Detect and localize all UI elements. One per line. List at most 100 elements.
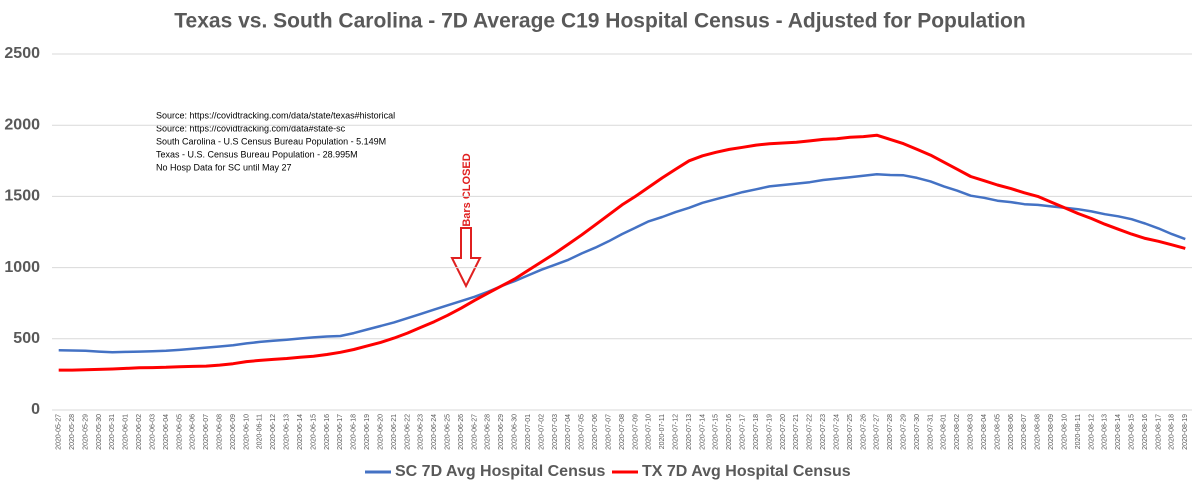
x-tick-label: 2020-06-12 <box>270 414 277 450</box>
x-tick-label: 2020-05-28 <box>69 414 76 450</box>
x-tick-label: 2020-07-03 <box>552 414 559 450</box>
x-tick-label: 2020-08-17 <box>1155 414 1162 450</box>
x-tick-label: 2020-08-18 <box>1169 414 1176 450</box>
x-tick-label: 2020-06-05 <box>176 414 183 450</box>
y-tick-label: 500 <box>13 330 40 347</box>
x-tick-label: 2020-06-14 <box>297 414 304 450</box>
x-tick-label: 2020-08-09 <box>1048 414 1055 450</box>
annotation: No Hosp Data for SC until May 27 <box>156 162 292 172</box>
legend-label: SC 7D Avg Hospital Census <box>395 463 606 480</box>
x-tick-label: 2020-07-12 <box>672 414 679 450</box>
x-tick-label: 2020-07-06 <box>592 414 599 450</box>
x-tick-label: 2020-06-07 <box>203 414 210 450</box>
x-tick-label: 2020-08-15 <box>1128 414 1135 450</box>
x-tick-label: 2020-06-18 <box>351 414 358 450</box>
event-arrow <box>450 227 482 289</box>
x-tick-label: 2020-08-08 <box>1035 414 1042 450</box>
x-tick-label: 2020-06-13 <box>284 414 291 450</box>
x-tick-label: 2020-07-27 <box>874 414 881 450</box>
y-tick-label: 0 <box>31 401 40 418</box>
x-tick-label: 2020-07-19 <box>766 414 773 450</box>
x-tick-label: 2020-05-31 <box>109 414 116 450</box>
x-tick-label: 2020-06-08 <box>216 414 223 450</box>
x-tick-label: 2020-08-06 <box>1008 414 1015 450</box>
event-label: Bars CLOSED <box>461 153 473 226</box>
x-tick-label: 2020-06-29 <box>498 414 505 450</box>
x-tick-label: 2020-05-29 <box>82 414 89 450</box>
x-tick-label: 2020-08-19 <box>1182 414 1189 450</box>
x-tick-label: 2020-07-13 <box>686 414 693 450</box>
x-tick-label: 2020-07-28 <box>887 414 894 450</box>
x-tick-label: 2020-07-31 <box>927 414 934 450</box>
x-tick-label: 2020-07-08 <box>619 414 626 450</box>
x-tick-label: 2020-06-02 <box>136 414 143 450</box>
series-line <box>58 133 1186 372</box>
x-tick-label: 2020-06-17 <box>337 414 344 450</box>
x-tick-label: 2020-05-30 <box>96 414 103 450</box>
annotation: Source: https://covidtracking.com/data/s… <box>156 110 395 120</box>
x-tick-label: 2020-08-16 <box>1142 414 1149 450</box>
x-tick-label: 2020-07-11 <box>659 414 666 449</box>
x-tick-label: 2020-07-16 <box>726 414 733 450</box>
x-tick-label: 2020-07-14 <box>699 414 706 450</box>
x-tick-label: 2020-07-18 <box>753 414 760 450</box>
x-tick-label: 2020-08-05 <box>994 414 1001 450</box>
x-tick-label: 2020-07-25 <box>847 414 854 450</box>
x-tick-label: 2020-06-25 <box>444 414 451 450</box>
x-tick-label: 2020-07-17 <box>740 414 747 450</box>
chart-title: Texas vs. South Carolina - 7D Average C1… <box>174 10 1025 33</box>
x-tick-label: 2020-07-21 <box>793 414 800 450</box>
x-tick-label: 2020-06-11 <box>257 414 264 449</box>
x-tick-label: 2020-07-02 <box>538 414 545 450</box>
x-tick-label: 2020-06-22 <box>404 414 411 450</box>
x-tick-label: 2020-08-12 <box>1088 414 1095 450</box>
x-tick-label: 2020-05-27 <box>56 414 63 450</box>
annotation-block: Source: https://covidtracking.com/data/s… <box>156 110 395 172</box>
x-tick-label: 2020-07-10 <box>646 414 653 450</box>
x-tick-label: 2020-06-01 <box>123 414 130 450</box>
y-tick-label: 1500 <box>4 188 40 205</box>
x-tick-label: 2020-07-09 <box>632 414 639 450</box>
x-tick-label: 2020-06-28 <box>485 414 492 450</box>
y-tick-label: 2500 <box>4 45 40 62</box>
x-tick-label: 2020-08-02 <box>954 414 961 450</box>
x-tick-label: 2020-07-07 <box>605 414 612 450</box>
x-tick-label: 2020-07-23 <box>820 414 827 450</box>
x-tick-label: 2020-06-21 <box>391 414 398 450</box>
x-tick-label: 2020-07-24 <box>833 414 840 450</box>
x-tick-label: 2020-06-19 <box>364 414 371 450</box>
x-tick-label: 2020-07-01 <box>525 414 532 450</box>
legend-label: TX 7D Avg Hospital Census <box>642 463 851 480</box>
x-tick-label: 2020-08-04 <box>981 414 988 450</box>
x-tick-label: 2020-06-26 <box>458 414 465 450</box>
x-tick-label: 2020-06-23 <box>418 414 425 450</box>
x-tick-label: 2020-07-15 <box>713 414 720 450</box>
annotation: South Carolina - U.S Census Bureau Popul… <box>156 136 386 146</box>
x-tick-label: 2020-08-10 <box>1061 414 1068 450</box>
x-tick-label: 2020-06-24 <box>431 414 438 450</box>
series-line <box>58 173 1186 354</box>
x-tick-label: 2020-08-01 <box>941 414 948 450</box>
y-tick-label: 1000 <box>4 259 40 276</box>
x-tick-label: 2020-06-16 <box>324 414 331 450</box>
x-tick-label: 2020-08-14 <box>1115 414 1122 450</box>
x-tick-label: 2020-06-20 <box>377 414 384 450</box>
x-tick-label: 2020-06-09 <box>230 414 237 450</box>
y-tick-label: 2000 <box>4 116 40 133</box>
x-tick-label: 2020-06-04 <box>163 414 170 450</box>
x-tick-label: 2020-07-04 <box>565 414 572 450</box>
x-tick-label: 2020-07-29 <box>900 414 907 450</box>
x-tick-label: 2020-08-07 <box>1021 414 1028 450</box>
x-tick-label: 2020-06-06 <box>190 414 197 450</box>
x-tick-label: 2020-08-11 <box>1075 414 1082 449</box>
x-tick-label: 2020-07-26 <box>860 414 867 450</box>
x-tick-label: 2020-06-10 <box>243 414 250 450</box>
x-tick-label: 2020-07-30 <box>914 414 921 450</box>
x-tick-label: 2020-06-03 <box>149 414 156 450</box>
x-tick-label: 2020-07-05 <box>579 414 586 450</box>
x-tick-label: 2020-08-03 <box>968 414 975 450</box>
x-tick-label: 2020-07-20 <box>780 414 787 450</box>
x-tick-label: 2020-06-30 <box>512 414 519 450</box>
x-tick-label: 2020-07-22 <box>807 414 814 450</box>
